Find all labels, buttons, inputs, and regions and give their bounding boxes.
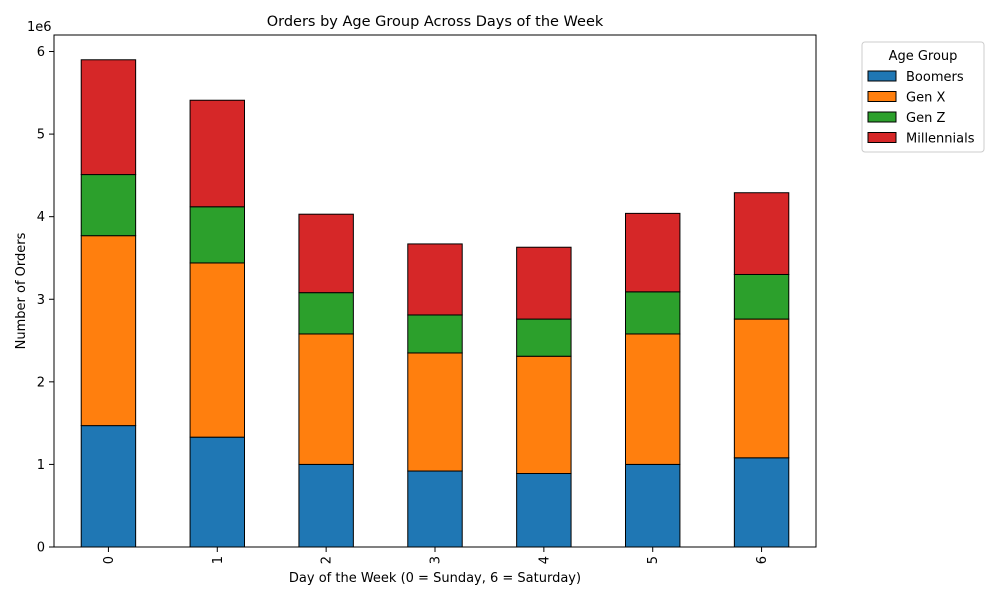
bar-gen-x-day-1 xyxy=(189,262,245,438)
x-tick-label: 1 xyxy=(211,556,226,564)
y-tick-label: 0 xyxy=(37,541,45,556)
legend-swatch-millennials xyxy=(867,132,897,143)
bar-gen-x-day-0 xyxy=(80,235,137,427)
bar-millennials-day-3 xyxy=(407,243,463,316)
bar-millennials-day-0 xyxy=(80,59,137,176)
bar-gen-z-day-3 xyxy=(407,314,463,354)
legend-label-boomers: Boomers xyxy=(906,70,964,85)
legend-title: Age Group xyxy=(889,49,958,64)
bar-boomers-day-1 xyxy=(189,436,245,548)
bar-boomers-day-0 xyxy=(80,425,137,548)
legend-label-gen-z: Gen Z xyxy=(906,111,945,126)
bar-millennials-day-5 xyxy=(625,212,681,293)
legend-swatch-boomers xyxy=(867,70,897,82)
bar-millennials-day-6 xyxy=(733,192,790,275)
legend-label-millennials: Millennials xyxy=(906,132,975,147)
x-tick-label: 6 xyxy=(755,556,770,564)
x-tick-label: 3 xyxy=(429,556,444,564)
x-axis: 0 1 2 3 4 5 6 xyxy=(102,547,770,564)
bar-gen-z-day-1 xyxy=(189,206,245,264)
bar-gen-x-day-3 xyxy=(407,352,463,472)
bar-gen-z-day-4 xyxy=(516,318,572,357)
x-tick-label: 2 xyxy=(320,556,335,564)
chart-title: Orders by Age Group Across Days of the W… xyxy=(267,14,604,30)
legend-swatch-gen-z xyxy=(867,111,897,123)
bars-layer xyxy=(80,59,790,548)
bar-gen-z-day-5 xyxy=(625,291,681,335)
legend-label-gen-x: Gen X xyxy=(906,91,945,106)
bar-millennials-day-2 xyxy=(298,213,354,294)
y-tick-label: 2 xyxy=(37,375,45,390)
x-tick-label: 5 xyxy=(646,556,661,564)
y-axis-offset-label: 1e6 xyxy=(27,20,52,35)
x-tick-label: 0 xyxy=(102,556,117,564)
y-tick-label: 4 xyxy=(37,210,45,225)
bar-gen-z-day-2 xyxy=(298,292,354,335)
bar-gen-x-day-4 xyxy=(516,355,572,475)
bar-boomers-day-3 xyxy=(407,470,463,548)
y-axis: 0 1 2 3 4 5 6 xyxy=(37,45,54,556)
legend: Age Group Boomers Gen X Gen Z Millennials xyxy=(861,41,985,153)
bar-gen-z-day-6 xyxy=(733,273,790,320)
bar-boomers-day-6 xyxy=(733,457,790,548)
legend-box xyxy=(861,41,985,153)
bar-gen-x-day-2 xyxy=(298,333,354,465)
y-tick-label: 1 xyxy=(37,458,45,473)
bar-boomers-day-4 xyxy=(516,473,572,548)
bar-millennials-day-1 xyxy=(189,99,245,208)
bar-boomers-day-5 xyxy=(625,463,681,548)
y-tick-label: 5 xyxy=(37,128,45,143)
legend-swatch-gen-x xyxy=(867,91,897,102)
y-axis-title: Number of Orders xyxy=(14,232,29,349)
x-axis-title: Day of the Week (0 = Sunday, 6 = Saturda… xyxy=(289,571,581,586)
bar-gen-z-day-0 xyxy=(80,174,137,237)
bar-boomers-day-2 xyxy=(298,463,354,548)
y-tick-label: 3 xyxy=(37,293,45,308)
y-tick-label: 6 xyxy=(37,45,45,60)
bar-millennials-day-4 xyxy=(516,246,572,320)
x-tick-label: 4 xyxy=(537,556,552,564)
bar-gen-x-day-6 xyxy=(733,318,790,459)
bar-gen-x-day-5 xyxy=(625,333,681,465)
